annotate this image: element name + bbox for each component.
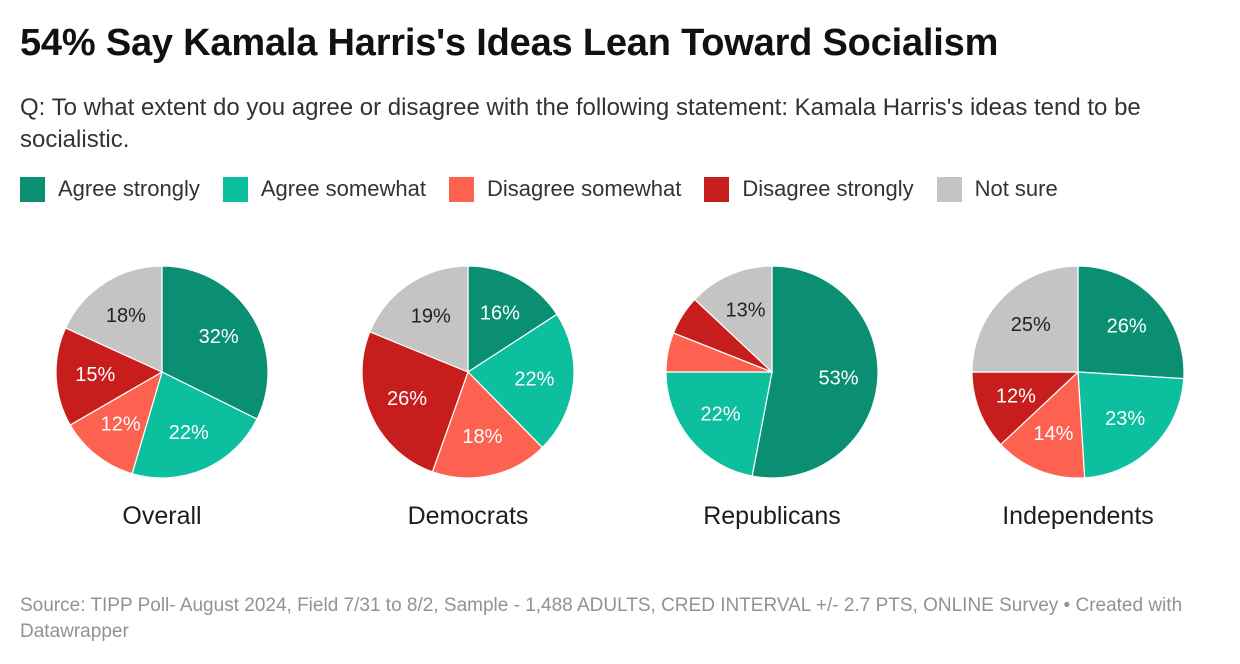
slice-not-sure xyxy=(971,265,1079,373)
data-label-agree-strongly: 26% xyxy=(1107,315,1147,337)
data-label-agree-somewhat: 23% xyxy=(1105,408,1145,430)
slice-disagree-somewhat xyxy=(999,370,1086,479)
pie-overall: 32% 22% 12% 15% 18% Overall xyxy=(55,265,269,530)
slice-not-sure xyxy=(369,265,469,373)
data-label-disagree-strongly: 12% xyxy=(996,386,1036,408)
pie-label: Overall xyxy=(122,502,201,530)
slice-agree-strongly xyxy=(1077,265,1185,380)
data-label-disagree-strongly: 15% xyxy=(75,364,115,386)
data-label-disagree-somewhat: 12% xyxy=(101,414,141,436)
data-label-disagree-somewhat: 18% xyxy=(462,426,502,448)
slice-disagree-somewhat xyxy=(431,370,544,479)
slice-agree-strongly xyxy=(161,265,269,420)
data-label-not-sure: 19% xyxy=(411,306,451,328)
legend: Agree strongly Agree somewhat Disagree s… xyxy=(20,176,1081,202)
data-label-not-sure: 18% xyxy=(106,305,146,327)
slice-agree-somewhat xyxy=(467,313,575,449)
legend-label: Disagree somewhat xyxy=(486,176,682,201)
pie-independents: 26% 23% 14% 12% 25% Independents xyxy=(971,265,1185,530)
chart-title: 54% Say Kamala Harris's Ideas Lean Towar… xyxy=(20,22,999,64)
slice-agree-somewhat xyxy=(1077,371,1185,479)
chart-subtitle: Q: To what extent do you agree or disagr… xyxy=(20,94,1141,153)
legend-label: Agree strongly xyxy=(58,176,200,201)
slice-agree-strongly xyxy=(751,265,879,479)
data-label-agree-strongly: 53% xyxy=(818,367,858,389)
slice-agree-somewhat xyxy=(665,371,773,477)
pie-label: Independents xyxy=(1002,502,1154,530)
slice-disagree-strongly xyxy=(55,327,164,426)
data-label-agree-strongly: 32% xyxy=(199,326,239,348)
legend-label: Disagree strongly xyxy=(742,176,914,201)
pie-charts: 32% 22% 12% 15% 18% Overall 16% 22% 18% 26% 19% Dem… xyxy=(55,265,1185,530)
slice-disagree-strongly xyxy=(361,331,469,473)
slice-not-sure xyxy=(64,265,163,373)
data-label-not-sure: 13% xyxy=(725,300,765,322)
data-label-agree-somewhat: 22% xyxy=(700,404,740,426)
legend-item-agree-strongly: Agree strongly xyxy=(20,176,200,202)
legend-swatch xyxy=(20,176,45,202)
data-label-agree-somewhat: 22% xyxy=(169,422,209,444)
slice-disagree-somewhat xyxy=(69,370,163,475)
slice-not-sure xyxy=(693,265,773,374)
legend-swatch xyxy=(222,176,248,202)
legend-label: Agree somewhat xyxy=(260,176,426,201)
slice-disagree-strongly xyxy=(971,371,1080,446)
slice-agree-somewhat xyxy=(131,371,258,479)
legend-label: Not sure xyxy=(974,176,1058,201)
legend-swatch xyxy=(936,176,962,202)
legend-item-agree-somewhat: Agree somewhat xyxy=(222,176,426,202)
legend-swatch xyxy=(704,176,730,202)
data-label-disagree-somewhat: 14% xyxy=(1033,423,1073,445)
slice-agree-strongly xyxy=(467,265,558,374)
source-note: Source: TIPP Poll- August 2024, Field 7/… xyxy=(20,595,1183,642)
legend-swatch xyxy=(448,176,474,202)
legend-item-disagree-somewhat: Disagree somewhat xyxy=(448,176,682,202)
pie-label: Republicans xyxy=(703,502,841,530)
data-label-agree-strongly: 16% xyxy=(480,302,520,324)
pie-democrats: 16% 22% 18% 26% 19% Democrats xyxy=(361,265,575,530)
pie-republicans: 53% 22% 13% Republicans xyxy=(665,265,879,530)
legend-item-not-sure: Not sure xyxy=(936,176,1058,202)
legend-item-disagree-strongly: Disagree strongly xyxy=(704,176,914,202)
data-label-agree-somewhat: 22% xyxy=(514,368,554,390)
data-label-disagree-strongly: 26% xyxy=(387,388,427,410)
data-label-not-sure: 25% xyxy=(1011,314,1051,336)
pie-label: Democrats xyxy=(408,502,529,530)
